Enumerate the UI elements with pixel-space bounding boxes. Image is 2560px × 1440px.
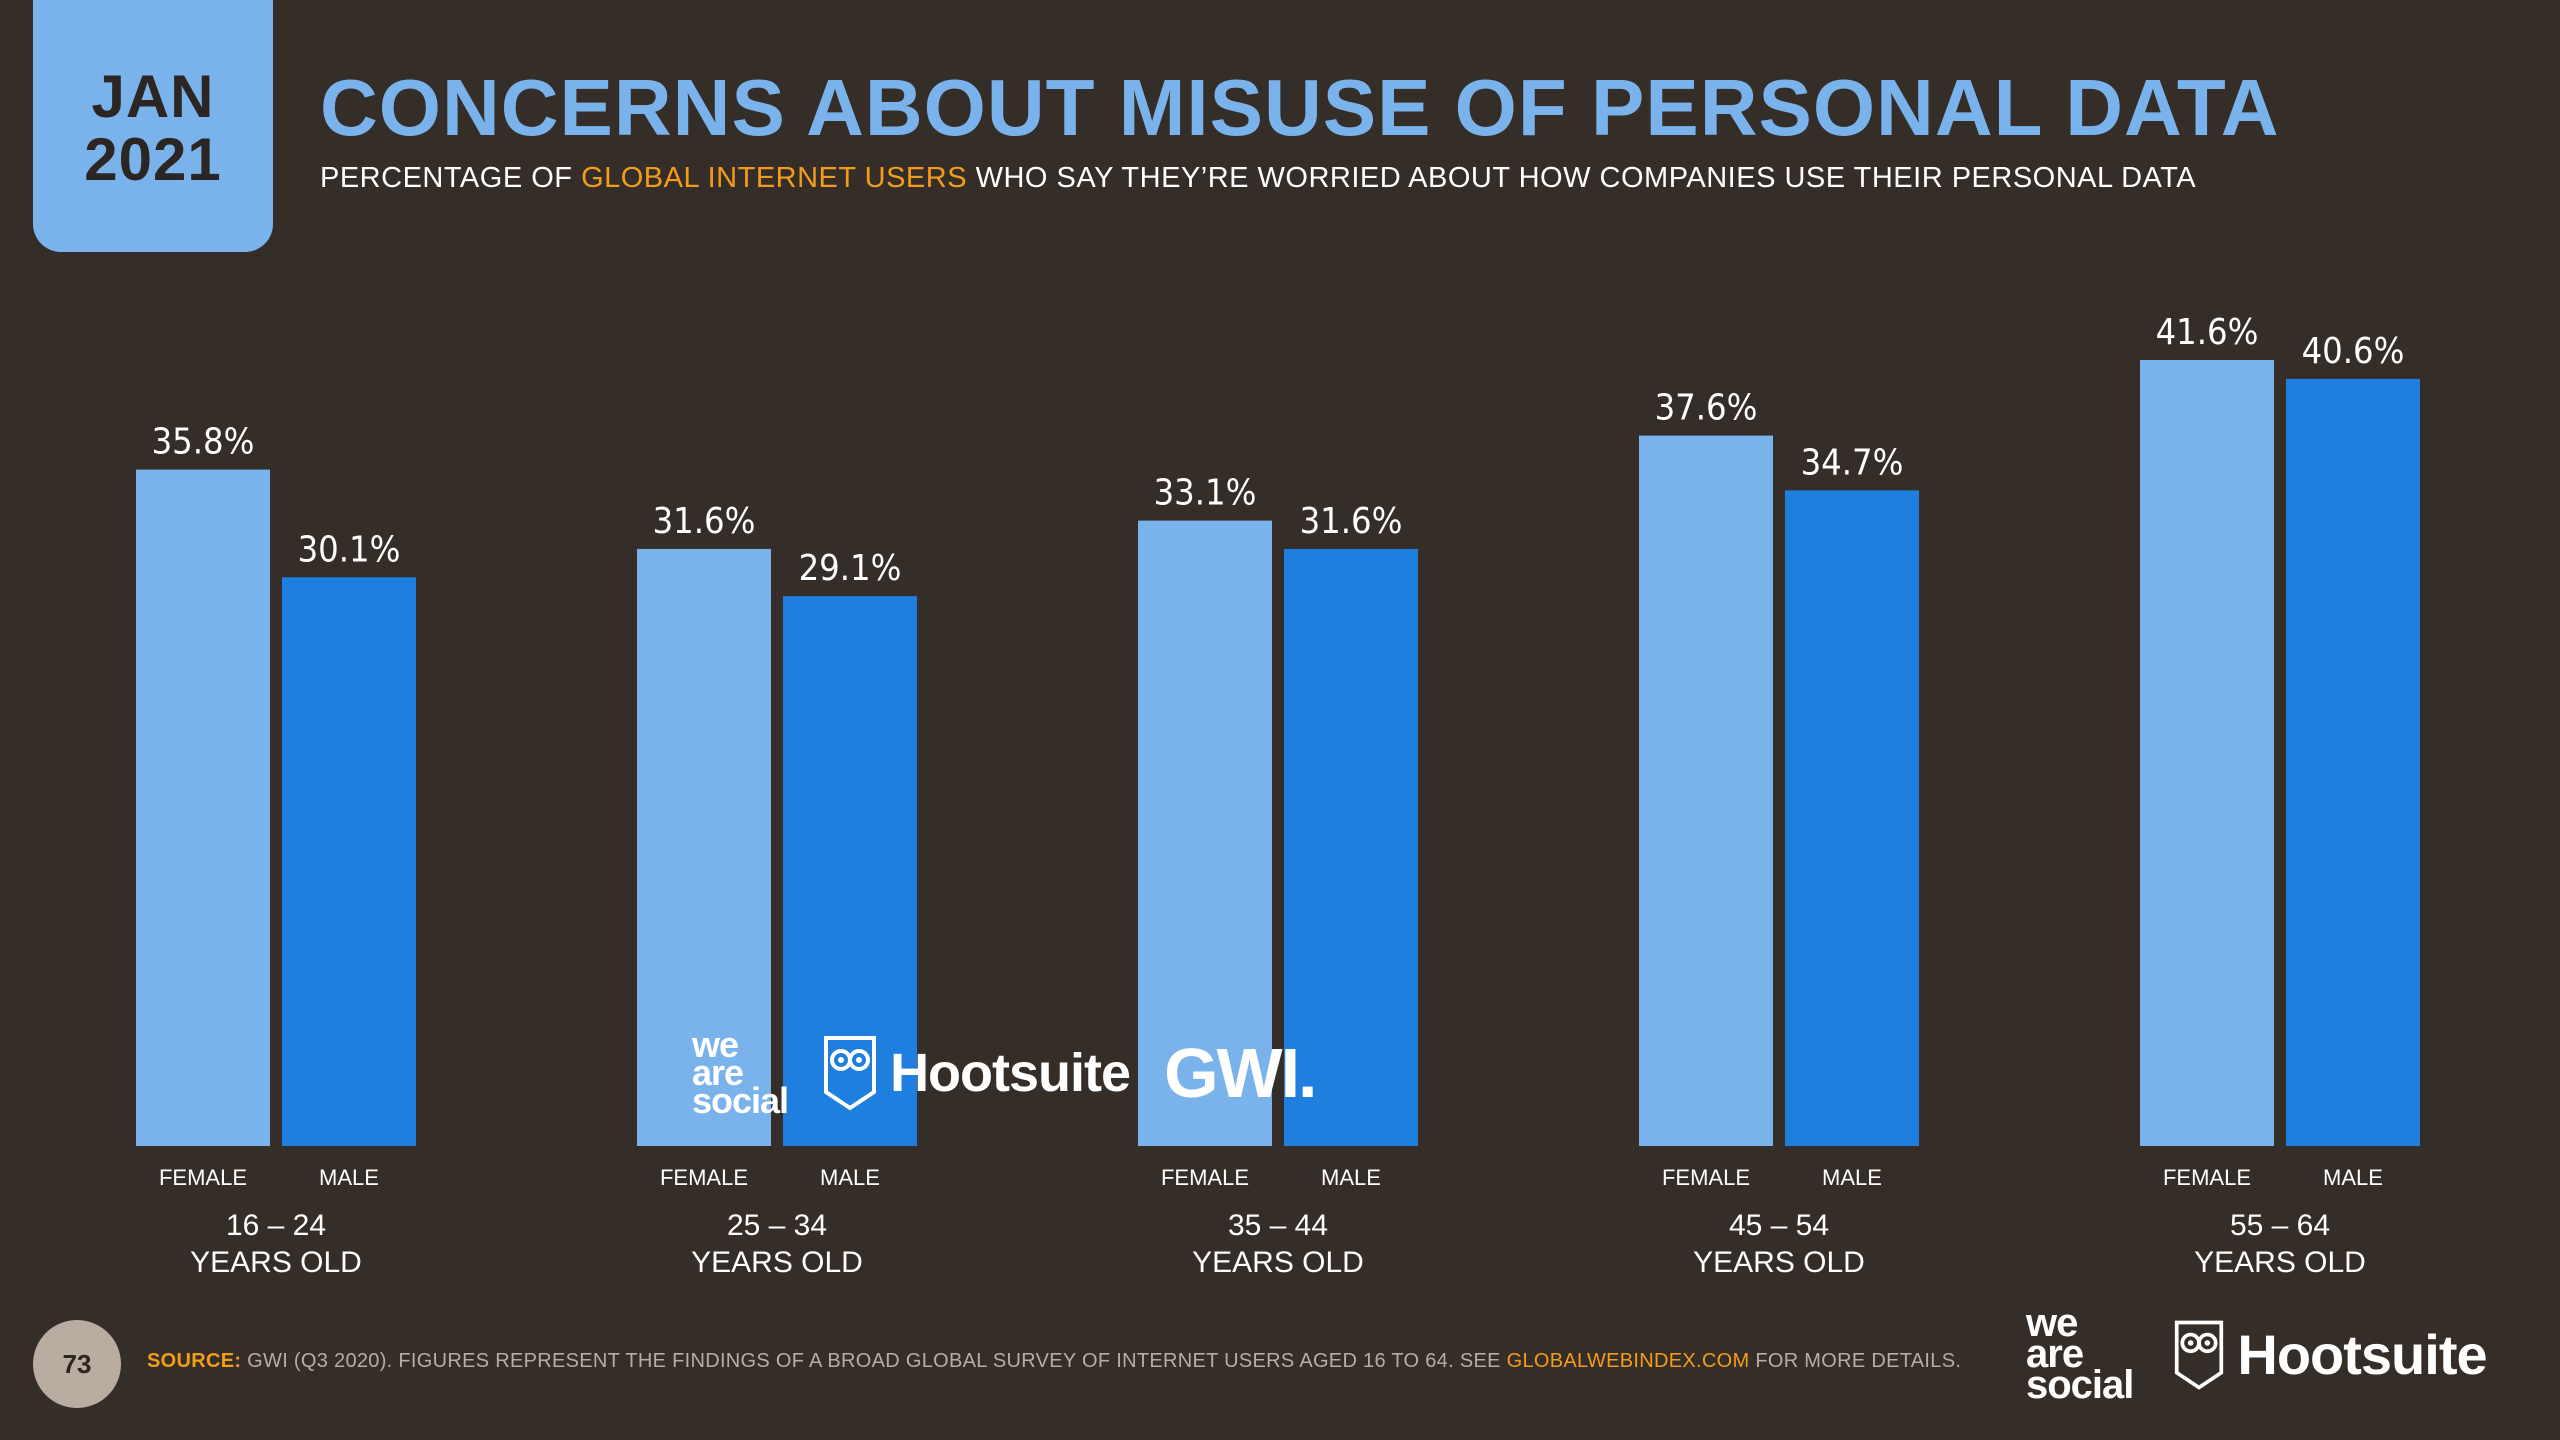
subtitle: PERCENTAGE OF GLOBAL INTERNET USERS WHO …	[320, 162, 2196, 195]
age-group-label: 55 – 64	[2230, 1209, 2330, 1242]
we-are-social-logo-line: we	[692, 1023, 739, 1065]
gender-label-female: FEMALE	[1662, 1165, 1750, 1190]
source-note: SOURCE: GWI (Q3 2020). FIGURES REPRESENT…	[147, 1350, 1961, 1373]
we-are-social-logo-line: are	[2026, 1332, 2084, 1377]
gender-label-female: FEMALE	[159, 1165, 247, 1190]
owl-icon	[2175, 1320, 2224, 1390]
hootsuite-wordmark: Hootsuite	[890, 1043, 1131, 1103]
age-group-label: 45 – 54	[1729, 1209, 1829, 1242]
hootsuite-wordmark: Hootsuite	[2237, 1323, 2487, 1387]
hootsuite-logo: Hootsuite	[822, 1034, 1131, 1112]
bar-female	[1639, 435, 1773, 1147]
gender-label-female: FEMALE	[2163, 1165, 2251, 1190]
age-group-suffix: YEARS OLD	[2194, 1246, 2366, 1279]
bar-male	[2286, 378, 2420, 1146]
we-are-social-logo: we are social	[692, 1023, 789, 1122]
page-number: 73	[33, 1320, 121, 1408]
date-badge: JAN 2021	[33, 0, 273, 252]
value-label-female: 37.6%	[1655, 388, 1758, 429]
we-are-social-logo-line: social	[692, 1080, 789, 1122]
bar-female	[136, 469, 270, 1146]
gender-label-male: MALE	[820, 1165, 880, 1190]
gender-label-male: MALE	[2323, 1165, 2383, 1190]
age-group-suffix: YEARS OLD	[1192, 1246, 1364, 1279]
age-group-label: 35 – 44	[1228, 1209, 1328, 1242]
badge-month: JAN	[91, 63, 215, 130]
value-label-male: 34.7%	[1801, 442, 1904, 483]
gender-label-female: FEMALE	[1161, 1165, 1249, 1190]
subtitle-prefix: PERCENTAGE OF	[320, 162, 582, 194]
we-are-social-logo-line: we	[2026, 1301, 2078, 1345]
bar-male	[1785, 490, 1919, 1146]
value-label-female: 33.1%	[1154, 473, 1257, 514]
value-label-male: 40.6%	[2302, 331, 2405, 372]
hootsuite-logo: Hootsuite	[2173, 1318, 2488, 1392]
age-group-suffix: YEARS OLD	[691, 1246, 863, 1279]
page-title: CONCERNS ABOUT MISUSE OF PERSONAL DATA	[320, 63, 2280, 152]
value-label-female: 31.6%	[653, 501, 756, 542]
age-group-suffix: YEARS OLD	[1693, 1246, 1865, 1279]
value-label-female: 35.8%	[152, 422, 255, 463]
age-group-suffix: YEARS OLD	[190, 1246, 362, 1279]
age-group-label: 16 – 24	[226, 1209, 326, 1242]
bar-male	[282, 577, 416, 1146]
value-label-male: 29.1%	[799, 548, 902, 589]
center-logos: we are social Hootsuite GWI.	[692, 1018, 1317, 1128]
gender-label-male: MALE	[319, 1165, 379, 1190]
bar-male	[1284, 548, 1418, 1146]
gender-label-female: FEMALE	[660, 1165, 748, 1190]
we-are-social-logo-line: social	[2026, 1363, 2134, 1408]
gender-label-male: MALE	[1321, 1165, 1381, 1190]
subtitle-suffix: WHO SAY THEY’RE WORRIED ABOUT HOW COMPAN…	[967, 162, 2197, 194]
bar-female	[637, 548, 771, 1146]
source-label: SOURCE:	[147, 1350, 242, 1372]
source-text: GWI (Q3 2020). FIGURES REPRESENT THE FIN…	[241, 1350, 1507, 1372]
value-label-male: 31.6%	[1300, 501, 1403, 542]
gwi-logo: GWI.	[1164, 1034, 1317, 1112]
badge-year: 2021	[84, 126, 222, 193]
bar-female	[1138, 520, 1272, 1146]
value-label-female: 41.6%	[2156, 312, 2259, 353]
age-group-label: 25 – 34	[727, 1209, 827, 1242]
subtitle-highlight: GLOBAL INTERNET USERS	[581, 162, 968, 194]
we-are-social-logo: we are social	[2026, 1301, 2134, 1408]
we-are-social-logo-line: are	[692, 1051, 744, 1093]
gender-label-male: MALE	[1822, 1165, 1882, 1190]
source-suffix: FOR MORE DETAILS.	[1749, 1350, 1962, 1372]
owl-icon	[824, 1036, 877, 1111]
footer-logos: we are social Hootsuite	[2026, 1301, 2488, 1408]
source-link[interactable]: GLOBALWEBINDEX.COM	[1506, 1350, 1750, 1372]
value-label-male: 30.1%	[298, 529, 401, 570]
bar-female	[2140, 360, 2274, 1146]
